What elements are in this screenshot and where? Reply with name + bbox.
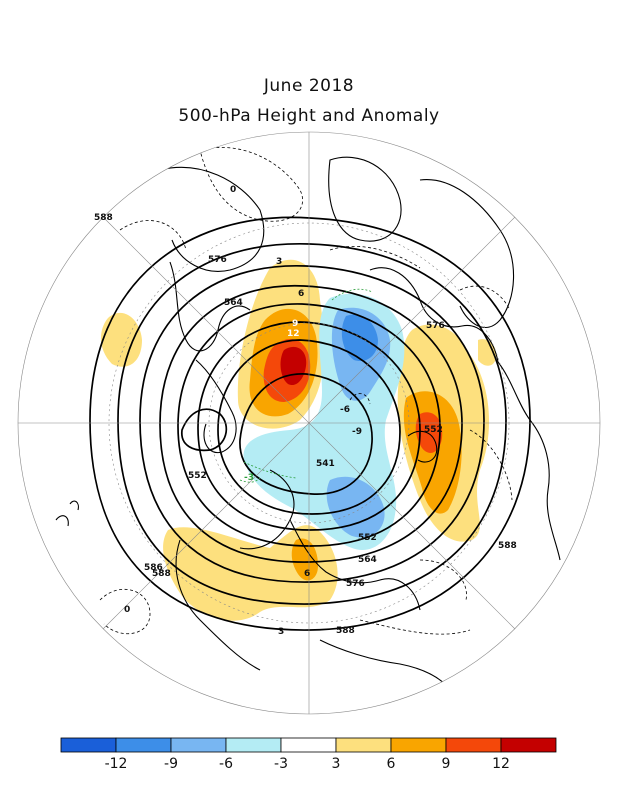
anomaly-label: 0 — [124, 605, 130, 615]
anomaly-region-north-pacific-left — [100, 312, 142, 367]
height-label: 576 — [208, 255, 227, 265]
colorbar-labels: -12 -9 -6 -3 3 6 9 12 — [105, 756, 510, 772]
height-contours — [89, 216, 531, 631]
anomaly-region-na-orange — [291, 538, 318, 581]
colorbar-box — [500, 737, 557, 753]
anomaly-region-canada-lightblue — [326, 476, 385, 538]
colorbar-box — [115, 737, 172, 753]
colorbar-box — [390, 737, 447, 753]
height-label: 588 — [94, 213, 113, 223]
colorbar-box — [280, 737, 337, 753]
anomaly-dashed-contours — [99, 147, 513, 635]
height-label: 588 — [336, 626, 355, 636]
height-label: 552 — [358, 533, 377, 543]
anomaly-label: -6 — [340, 405, 350, 415]
colorbar-tick-label: 9 — [442, 756, 451, 772]
height-label: 586 — [144, 563, 163, 573]
height-label: 552 — [188, 471, 207, 481]
height-label: 552 — [424, 425, 443, 435]
colorbar-tick-label: 12 — [492, 756, 510, 772]
height-labels: 588 576 564 552 541 552 564 576 588 586 … — [94, 213, 517, 636]
graticule — [17, 131, 601, 715]
colorbar-box — [170, 737, 227, 753]
anomaly-label: 0 — [230, 185, 236, 195]
colorbar-tick-label: 3 — [332, 756, 341, 772]
map-subtitle: 500-hPa Height and Anomaly — [178, 106, 440, 126]
colorbar-box — [335, 737, 392, 753]
colorbar-box — [60, 737, 117, 753]
map-title: June 2018 — [263, 76, 355, 96]
colorbar-tick-label: -12 — [105, 756, 128, 772]
anomaly-label: -9 — [352, 427, 362, 437]
anomaly-label: 3 — [276, 257, 282, 267]
height-label: 588 — [498, 541, 517, 551]
height-label: 564 — [224, 298, 243, 308]
colorbar-boxes — [60, 737, 557, 753]
height-label: 564 — [358, 555, 377, 565]
height-label: 588 — [152, 569, 171, 579]
height-label: 576 — [426, 321, 445, 331]
anomaly-fill-layer — [100, 259, 497, 621]
anomaly-label: 6 — [298, 289, 304, 299]
anomaly-label: 3 — [278, 627, 284, 637]
colorbar-tick-label: 6 — [387, 756, 396, 772]
anomaly-labels: 0 3 6 9 12 -3 -6 -9 6 0 3 — [124, 185, 362, 637]
colorbar-tick-label: -3 — [274, 756, 288, 772]
anomaly-label: 12 — [287, 329, 300, 339]
colorbar-tick-label: -6 — [219, 756, 233, 772]
zero-anomaly-contours — [239, 288, 373, 483]
colorbar-box — [445, 737, 502, 753]
anomaly-region-small-east — [478, 339, 497, 366]
anomaly-label: 9 — [292, 319, 298, 329]
anomaly-label: -3 — [244, 473, 254, 483]
colorbar-box — [225, 737, 282, 753]
colorbar-tick-label: -9 — [164, 756, 178, 772]
height-label: 541 — [316, 459, 335, 469]
height-label: 576 — [346, 579, 365, 589]
anomaly-label: 6 — [304, 569, 310, 579]
